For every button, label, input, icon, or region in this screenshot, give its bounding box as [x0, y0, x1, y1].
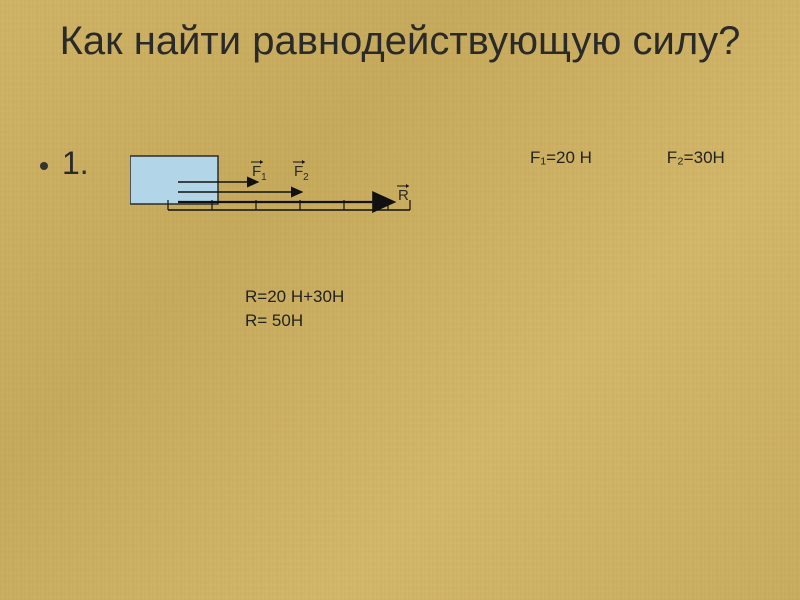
- slide-title: Как найти равнодействующую силу?: [0, 18, 800, 64]
- bullet-item: 1.: [40, 145, 89, 182]
- force-given-values: F₁=20 Н F₂=30Н: [530, 148, 725, 168]
- f2-label: F2: [294, 163, 309, 183]
- calc-line-2: R= 50Н: [245, 309, 344, 333]
- vector-overbar-head: [260, 160, 263, 164]
- force-diagram: F1 F2 R: [130, 150, 450, 240]
- vector-overbar-head: [302, 160, 305, 164]
- f1-label: F1: [252, 163, 267, 183]
- f1-value: F₁=20 Н: [530, 148, 592, 168]
- mass-block: [130, 156, 218, 204]
- r-label: R: [398, 187, 409, 204]
- slide-background: [0, 0, 800, 600]
- bullet-dot-icon: [40, 162, 48, 170]
- calculation-block: R=20 Н+30Н R= 50Н: [245, 285, 344, 333]
- f2-value: F₂=30Н: [667, 148, 725, 168]
- calc-line-1: R=20 Н+30Н: [245, 285, 344, 309]
- bullet-number: 1.: [62, 145, 89, 181]
